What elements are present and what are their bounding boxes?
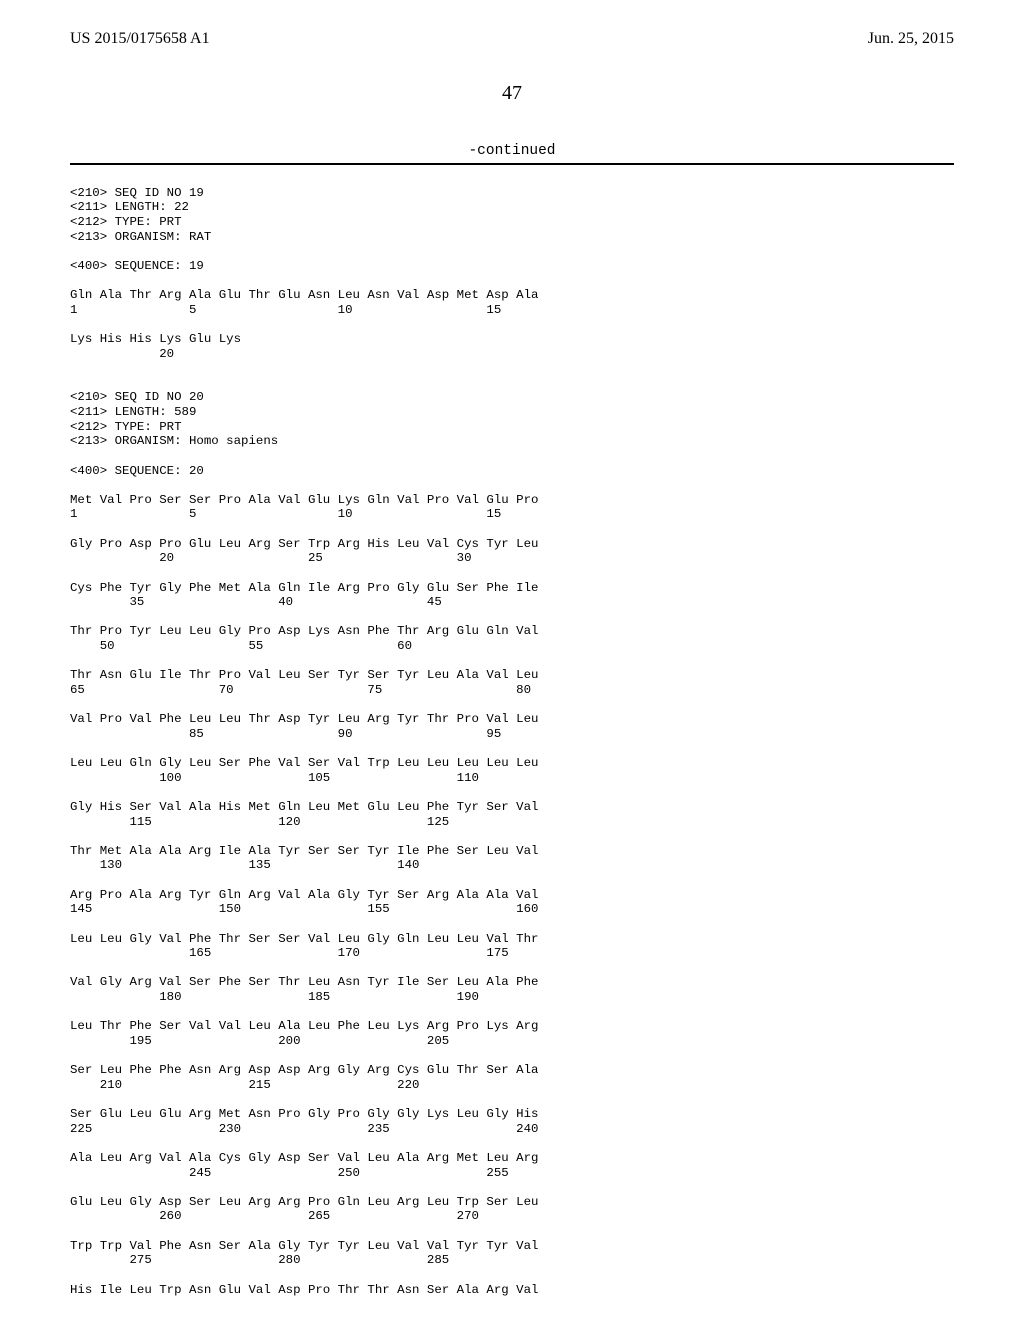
- seq20-r18: Trp Trp Val Phe Asn Ser Ala Gly Tyr Tyr …: [70, 1239, 538, 1253]
- seq20-r14: Ser Leu Phe Phe Asn Arg Asp Asp Arg Gly …: [70, 1063, 538, 1077]
- seq20-meta2: <211> LENGTH: 589: [70, 405, 196, 419]
- seq20-r1: Met Val Pro Ser Ser Pro Ala Val Glu Lys …: [70, 493, 538, 507]
- sequence-listing: <210> SEQ ID NO 19 <211> LENGTH: 22 <212…: [70, 165, 954, 1297]
- seq19-row2: Lys His His Lys Glu Lys: [70, 332, 241, 346]
- seq20-r17n: 260 265 270: [70, 1209, 479, 1223]
- seq20-r11n: 165 170 175: [70, 946, 509, 960]
- seq20-r4n: 50 55 60: [70, 639, 412, 653]
- seq20-r3n: 35 40 45: [70, 595, 442, 609]
- seq20-r19: His Ile Leu Trp Asn Glu Val Asp Pro Thr …: [70, 1283, 538, 1297]
- seq20-r7n: 100 105 110: [70, 771, 479, 785]
- continued-label: -continued: [70, 143, 954, 159]
- seq20-r16: Ala Leu Arg Val Ala Cys Gly Asp Ser Val …: [70, 1151, 538, 1165]
- seq20-meta1: <210> SEQ ID NO 20: [70, 390, 204, 404]
- seq20-r5n: 65 70 75 80: [70, 683, 531, 697]
- seq20-r12n: 180 185 190: [70, 990, 479, 1004]
- seq19-meta4: <213> ORGANISM: RAT: [70, 230, 211, 244]
- seq19-meta3: <212> TYPE: PRT: [70, 215, 182, 229]
- seq20-r6: Val Pro Val Phe Leu Leu Thr Asp Tyr Leu …: [70, 712, 538, 726]
- seq20-meta4: <213> ORGANISM: Homo sapiens: [70, 434, 278, 448]
- seq20-r13n: 195 200 205: [70, 1034, 449, 1048]
- seq20-r9: Thr Met Ala Ala Arg Ile Ala Tyr Ser Ser …: [70, 844, 538, 858]
- seq19-label: <400> SEQUENCE: 19: [70, 259, 204, 273]
- page-number: 47: [70, 82, 954, 105]
- seq20-r8: Gly His Ser Val Ala His Met Gln Leu Met …: [70, 800, 538, 814]
- seq20-r2: Gly Pro Asp Pro Glu Leu Arg Ser Trp Arg …: [70, 537, 538, 551]
- seq20-r11: Leu Leu Gly Val Phe Thr Ser Ser Val Leu …: [70, 932, 538, 946]
- seq20-r13: Leu Thr Phe Ser Val Val Leu Ala Leu Phe …: [70, 1019, 538, 1033]
- seq20-r12: Val Gly Arg Val Ser Phe Ser Thr Leu Asn …: [70, 975, 538, 989]
- seq20-r15n: 225 230 235 240: [70, 1122, 538, 1136]
- seq20-r14n: 210 215 220: [70, 1078, 419, 1092]
- seq20-meta3: <212> TYPE: PRT: [70, 420, 182, 434]
- seq19-meta2: <211> LENGTH: 22: [70, 200, 189, 214]
- seq20-r8n: 115 120 125: [70, 815, 449, 829]
- seq20-r10: Arg Pro Ala Arg Tyr Gln Arg Val Ala Gly …: [70, 888, 538, 902]
- seq19-row1: Gln Ala Thr Arg Ala Glu Thr Glu Asn Leu …: [70, 288, 538, 302]
- seq20-r1n: 1 5 10 15: [70, 507, 501, 521]
- seq20-r2n: 20 25 30: [70, 551, 472, 565]
- publication-number: US 2015/0175658 A1: [70, 30, 210, 48]
- seq20-r4: Thr Pro Tyr Leu Leu Gly Pro Asp Lys Asn …: [70, 624, 538, 638]
- seq20-label: <400> SEQUENCE: 20: [70, 464, 204, 478]
- seq20-r18n: 275 280 285: [70, 1253, 449, 1267]
- seq20-r16n: 245 250 255: [70, 1166, 509, 1180]
- seq19-row2-num: 20: [70, 347, 174, 361]
- page-header: US 2015/0175658 A1 Jun. 25, 2015: [70, 30, 954, 48]
- seq20-r10n: 145 150 155 160: [70, 902, 538, 916]
- publication-date: Jun. 25, 2015: [868, 30, 954, 48]
- seq20-r5: Thr Asn Glu Ile Thr Pro Val Leu Ser Tyr …: [70, 668, 538, 682]
- seq20-r3: Cys Phe Tyr Gly Phe Met Ala Gln Ile Arg …: [70, 581, 538, 595]
- seq19-row1-num: 1 5 10 15: [70, 303, 501, 317]
- seq20-r9n: 130 135 140: [70, 858, 419, 872]
- seq20-r7: Leu Leu Gln Gly Leu Ser Phe Val Ser Val …: [70, 756, 538, 770]
- seq19-meta1: <210> SEQ ID NO 19: [70, 186, 204, 200]
- seq20-r6n: 85 90 95: [70, 727, 501, 741]
- seq20-r17: Glu Leu Gly Asp Ser Leu Arg Arg Pro Gln …: [70, 1195, 538, 1209]
- seq20-r15: Ser Glu Leu Glu Arg Met Asn Pro Gly Pro …: [70, 1107, 538, 1121]
